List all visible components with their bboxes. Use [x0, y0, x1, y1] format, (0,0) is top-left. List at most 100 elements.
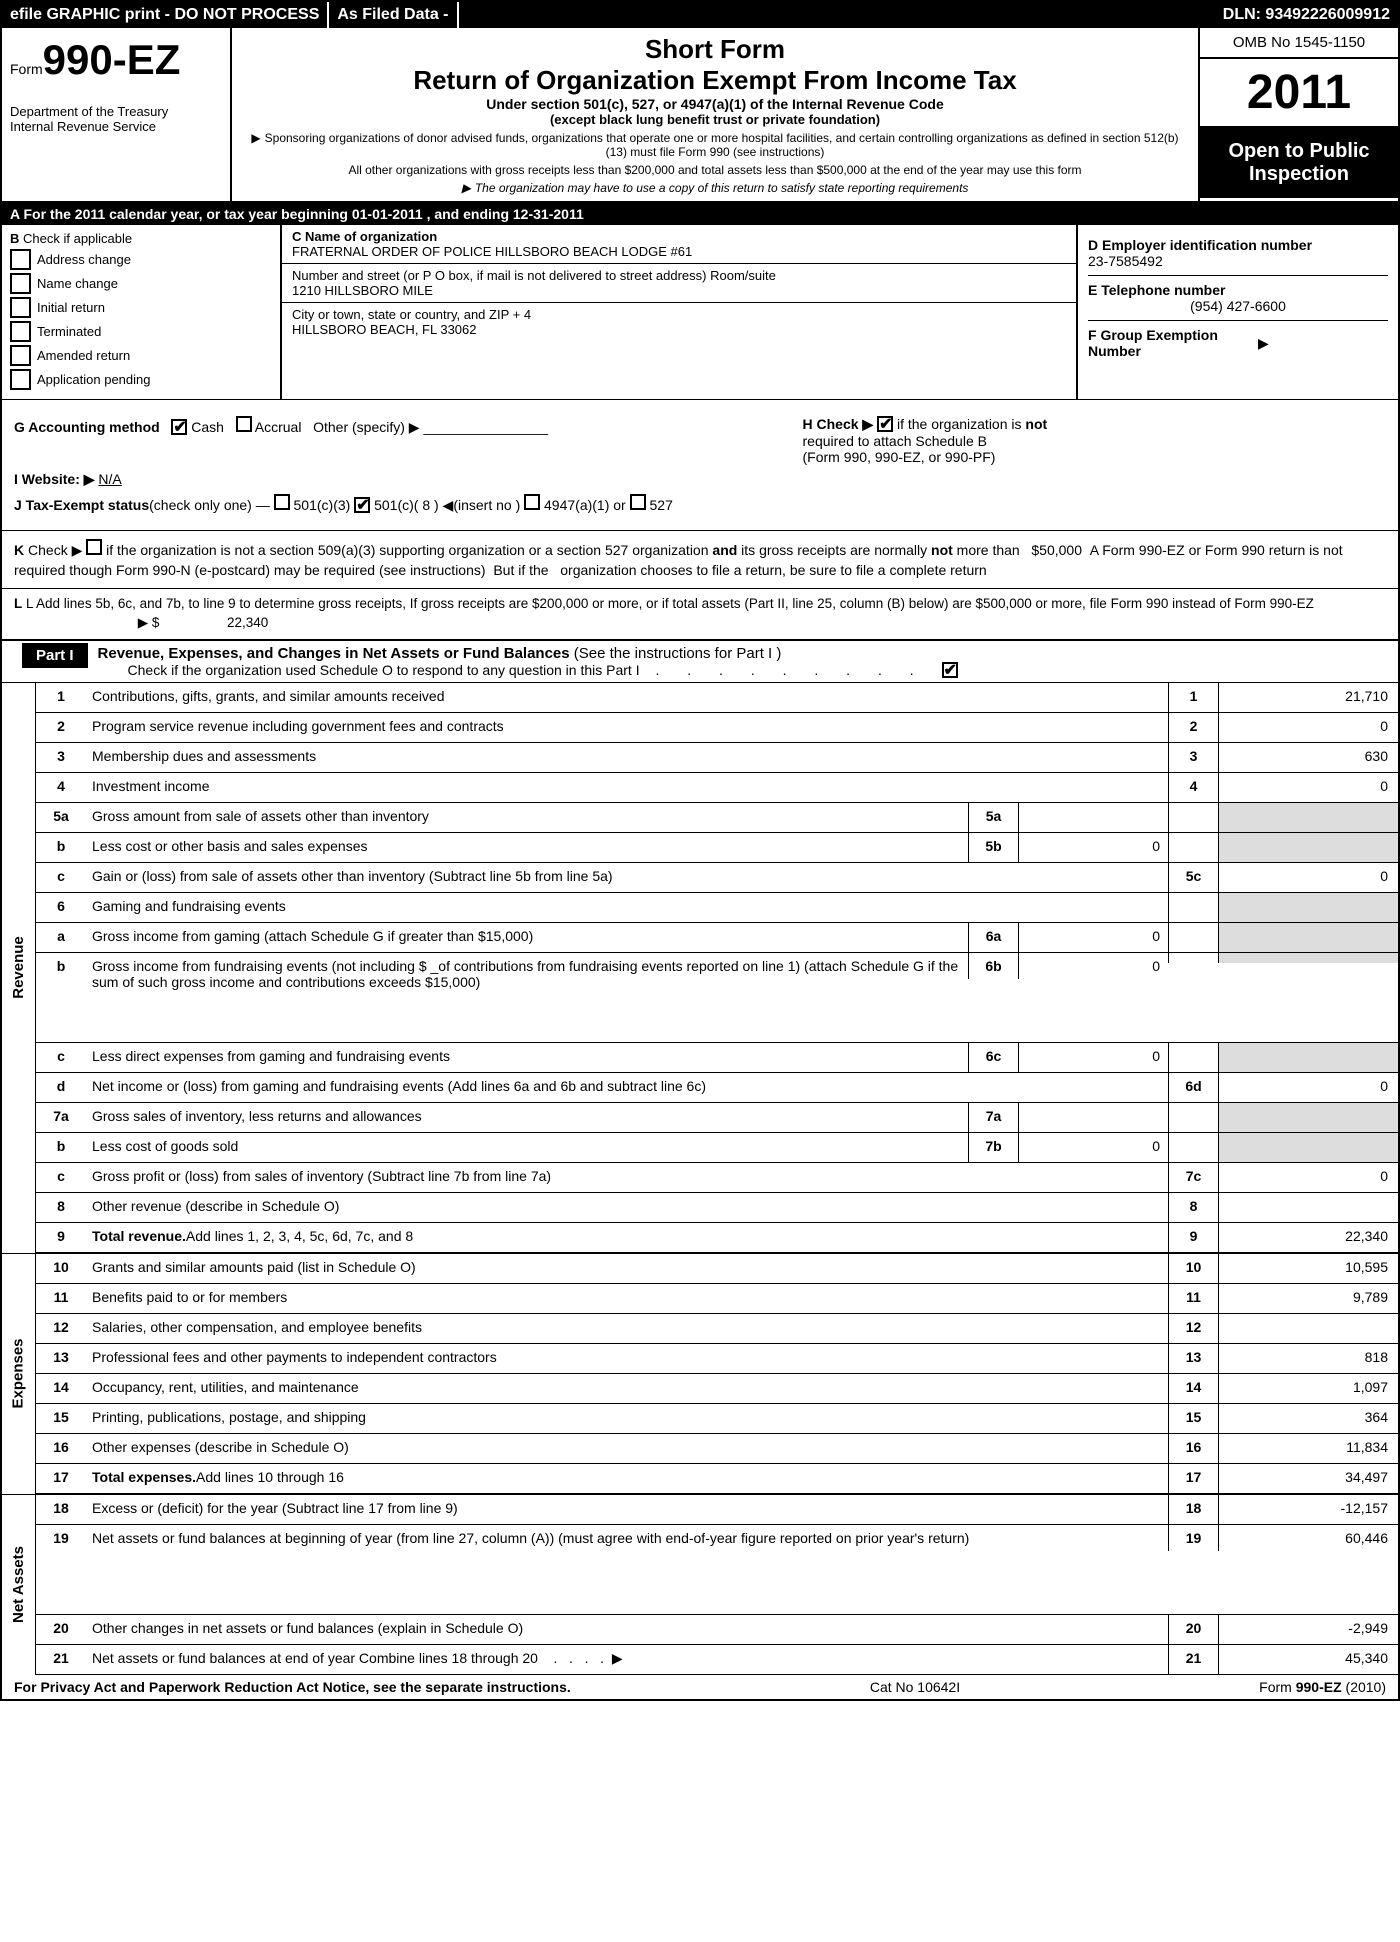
k-block: K Check ▶ if the organization is not a s… — [2, 531, 1398, 589]
row-rval — [1218, 893, 1398, 922]
chk-part1-schedule-o[interactable] — [942, 662, 958, 678]
row-num: 11 — [36, 1284, 86, 1313]
inner-num: 6b — [968, 953, 1018, 979]
inner-num: 5a — [968, 803, 1018, 832]
chk-accrual[interactable] — [236, 416, 252, 432]
inner-num: 5b — [968, 833, 1018, 862]
chk-amended-return[interactable] — [10, 345, 31, 366]
row-rnum: 6d — [1168, 1073, 1218, 1102]
chk-terminated[interactable] — [10, 321, 31, 342]
row-rnum: 5c — [1168, 863, 1218, 892]
row-num: 15 — [36, 1404, 86, 1433]
row-desc: Less cost of goods sold — [86, 1133, 968, 1162]
chk-address-change[interactable] — [10, 249, 31, 270]
chk-h[interactable] — [877, 416, 893, 432]
row-rnum: 12 — [1168, 1314, 1218, 1343]
i-label: I Website: ▶ — [14, 471, 95, 487]
row-desc: Net assets or fund balances at beginning… — [86, 1525, 1168, 1551]
row-num: 5a — [36, 803, 86, 832]
row-num: 10 — [36, 1254, 86, 1283]
row-num: 9 — [36, 1223, 86, 1252]
row-rval: 45,340 — [1218, 1645, 1398, 1674]
dln-label: DLN: 93492226009912 — [1215, 2, 1398, 28]
ghij-block: G Accounting method Cash Accrual Other (… — [2, 400, 1398, 531]
chk-initial-return[interactable] — [10, 297, 31, 318]
table-row: bLess cost of goods sold7b0 — [36, 1133, 1398, 1163]
chk-cash[interactable] — [171, 419, 187, 435]
footer-row: For Privacy Act and Paperwork Reduction … — [2, 1675, 1398, 1699]
row-num: 4 — [36, 773, 86, 802]
row-rval — [1218, 1133, 1398, 1162]
row-num: b — [36, 833, 86, 862]
chk-name-change[interactable] — [10, 273, 31, 294]
row-rnum — [1168, 833, 1218, 862]
table-row: 15Printing, publications, postage, and s… — [36, 1404, 1398, 1434]
part1-label: Part I — [22, 643, 88, 668]
row-rval: 0 — [1218, 773, 1398, 802]
lbl-terminated: Terminated — [37, 324, 101, 339]
row-rnum: 15 — [1168, 1404, 1218, 1433]
row-num: 2 — [36, 713, 86, 742]
row-desc: Gross sales of inventory, less returns a… — [86, 1103, 968, 1132]
row-rval — [1218, 1314, 1398, 1343]
table-row: 2Program service revenue including gover… — [36, 713, 1398, 743]
d-ein-label: D Employer identification number — [1088, 237, 1388, 253]
row-rval — [1218, 803, 1398, 832]
chk-527[interactable] — [630, 494, 646, 510]
row-rval: 0 — [1218, 713, 1398, 742]
chk-501c3[interactable] — [274, 494, 290, 510]
table-row: aGross income from gaming (attach Schedu… — [36, 923, 1398, 953]
header-left: Form990-EZ Department of the Treasury In… — [2, 28, 232, 201]
row-num: 21 — [36, 1645, 86, 1674]
row-rnum: 18 — [1168, 1495, 1218, 1524]
row-desc: Membership dues and assessments — [86, 743, 1168, 772]
row-rval: 630 — [1218, 743, 1398, 772]
table-row: 11Benefits paid to or for members119,789 — [36, 1284, 1398, 1314]
row-rnum — [1168, 1133, 1218, 1162]
part1-title: Revenue, Expenses, and Changes in Net As… — [98, 645, 570, 662]
d-phone-value: (954) 427-6600 — [1088, 298, 1388, 314]
part1-header: Part I Revenue, Expenses, and Changes in… — [2, 641, 1398, 683]
c-city-value: HILLSBORO BEACH, FL 33062 — [292, 322, 1066, 337]
c-street-label: Number and street (or P O box, if mail i… — [292, 268, 1066, 283]
inner-val: 0 — [1018, 1133, 1168, 1162]
row-desc: Contributions, gifts, grants, and simila… — [86, 683, 1168, 712]
row-desc: Salaries, other compensation, and employ… — [86, 1314, 1168, 1343]
column-d: D Employer identification number 23-7585… — [1078, 225, 1398, 399]
lbl-4947: 4947(a)(1) or — [544, 497, 626, 513]
efile-label: efile GRAPHIC print - DO NOT PROCESS — [2, 2, 329, 28]
table-row: 19Net assets or fund balances at beginni… — [36, 1525, 1398, 1615]
row-rnum: 20 — [1168, 1615, 1218, 1644]
inner-num: 6c — [968, 1043, 1018, 1072]
row-desc: Grants and similar amounts paid (list in… — [86, 1254, 1168, 1283]
row-rval — [1218, 1103, 1398, 1132]
revenue-section: Revenue 1Contributions, gifts, grants, a… — [2, 683, 1398, 1253]
row-desc: Less direct expenses from gaming and fun… — [86, 1043, 968, 1072]
h-text3: required to attach Schedule B — [803, 433, 987, 449]
table-row: 10Grants and similar amounts paid (list … — [36, 1254, 1398, 1284]
subtitle-2: (except black lung benefit trust or priv… — [244, 112, 1186, 127]
part1-title-suffix: (See the instructions for Part I ) — [574, 645, 782, 662]
footer-left: For Privacy Act and Paperwork Reduction … — [14, 1679, 571, 1695]
inner-val — [1018, 803, 1168, 832]
row-rnum: 17 — [1168, 1464, 1218, 1493]
row-desc: Gross income from gaming (attach Schedul… — [86, 923, 968, 952]
row-desc: Gaming and fundraising events — [86, 893, 1168, 922]
row-num: d — [36, 1073, 86, 1102]
inner-val: 0 — [1018, 953, 1168, 979]
chk-application-pending[interactable] — [10, 369, 31, 390]
column-c: C Name of organization FRATERNAL ORDER O… — [282, 225, 1078, 399]
row-rval — [1218, 923, 1398, 952]
chk-k[interactable] — [86, 539, 102, 555]
row-desc: Gain or (loss) from sale of assets other… — [86, 863, 1168, 892]
row-rnum — [1168, 803, 1218, 832]
row-desc: Total expenses. Add lines 10 through 16 — [86, 1464, 1168, 1493]
table-row: dNet income or (loss) from gaming and fu… — [36, 1073, 1398, 1103]
row-desc: Benefits paid to or for members — [86, 1284, 1168, 1313]
lbl-501c3: 501(c)(3) — [294, 497, 351, 513]
chk-501c[interactable] — [354, 497, 370, 513]
b-label: B — [10, 231, 19, 246]
row-desc: Other changes in net assets or fund bala… — [86, 1615, 1168, 1644]
i-value: N/A — [98, 471, 121, 487]
chk-4947[interactable] — [524, 494, 540, 510]
